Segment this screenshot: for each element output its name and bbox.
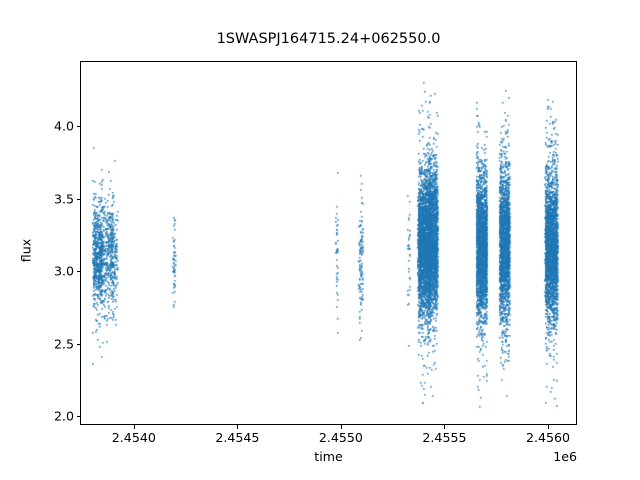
y-tick-label: 4.0	[53, 118, 74, 134]
y-tick-label: 2.5	[53, 336, 74, 352]
y-tick-label: 3.5	[53, 191, 74, 207]
x-axis-offset-label: 1e6	[553, 449, 577, 464]
y-tick-mark	[76, 126, 80, 128]
x-axis-label: time	[314, 449, 343, 464]
x-tick-label: 2.4550	[318, 430, 363, 445]
x-tick-mark	[237, 425, 239, 429]
y-tick-label: 2.0	[53, 408, 74, 424]
x-tick-label: 2.4540	[111, 430, 156, 445]
x-tick-mark	[548, 425, 549, 429]
y-tick-mark	[76, 416, 80, 418]
y-axis-label: flux	[18, 238, 34, 263]
x-tick-mark	[133, 425, 135, 429]
y-tick-mark	[76, 198, 80, 200]
x-tick-mark	[340, 425, 342, 429]
y-tick-mark	[76, 271, 80, 273]
x-tick-label: 2.4555	[422, 430, 467, 445]
scatter-plot-canvas	[81, 62, 576, 424]
x-tick-mark	[444, 425, 446, 429]
x-tick-label: 2.4560	[525, 430, 571, 445]
plot-area	[80, 61, 577, 425]
x-tick-label: 2.4545	[215, 430, 260, 445]
y-tick-label: 3.0	[53, 263, 74, 279]
chart-title: 1SWASPJ164715.24+062550.0	[216, 31, 441, 47]
y-tick-mark	[76, 343, 80, 345]
